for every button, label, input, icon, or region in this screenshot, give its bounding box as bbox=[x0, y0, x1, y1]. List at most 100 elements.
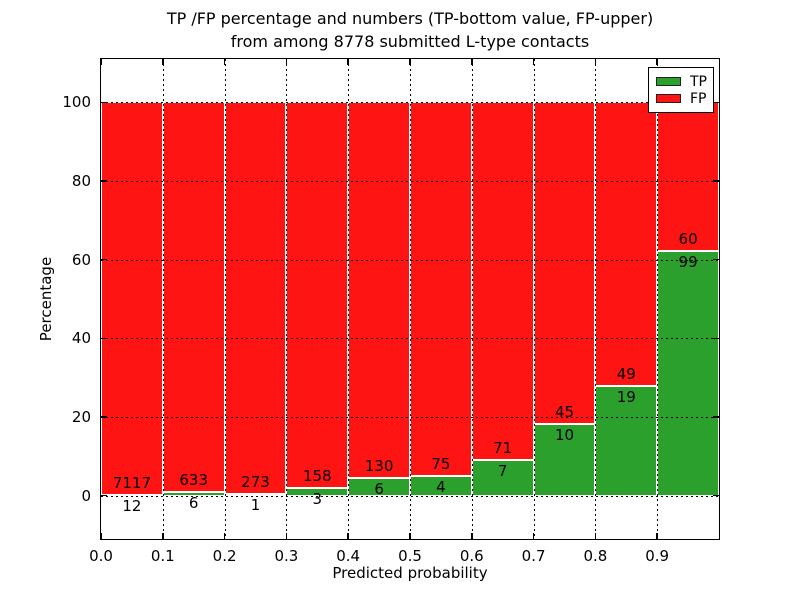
y-tick bbox=[713, 101, 719, 104]
x-tick-label: 0.1 bbox=[150, 547, 175, 565]
fp-bar-segment bbox=[286, 102, 349, 489]
x-tick-label: 0.0 bbox=[89, 547, 113, 565]
y-tick-label: 20 bbox=[71, 408, 91, 427]
tp-bar-segment bbox=[471, 460, 534, 496]
v-gridline bbox=[348, 59, 350, 539]
fp-bar-segment bbox=[471, 102, 534, 461]
tp-count-label: 12 bbox=[122, 497, 142, 516]
x-tick bbox=[101, 533, 102, 539]
y-tick bbox=[713, 416, 719, 418]
fp-count-label: 130 bbox=[364, 457, 394, 476]
tp-count-label: 99 bbox=[678, 252, 698, 271]
x-tick-label: 0.6 bbox=[459, 547, 484, 565]
y-tick bbox=[101, 416, 107, 418]
x-tick bbox=[223, 59, 226, 65]
y-tick bbox=[713, 494, 719, 497]
chart-title-line2: from among 8778 submitted L-type contact… bbox=[230, 32, 590, 51]
y-tick bbox=[101, 180, 107, 182]
fp-bar-segment bbox=[162, 102, 225, 492]
x-tick bbox=[285, 533, 288, 539]
legend-item-tp: TP bbox=[656, 73, 707, 90]
x-tick bbox=[347, 59, 349, 65]
x-tick bbox=[347, 533, 349, 539]
x-tick bbox=[101, 59, 102, 65]
fp-count-label: 633 bbox=[179, 471, 208, 490]
chart-title-line1: TP /FP percentage and numbers (TP-bottom… bbox=[166, 9, 654, 28]
x-tick-label: 0.2 bbox=[212, 547, 237, 565]
x-tick bbox=[285, 59, 288, 65]
y-tick-label: 40 bbox=[71, 329, 91, 348]
x-tick bbox=[532, 533, 535, 539]
legend-label-tp: TP bbox=[690, 73, 707, 90]
tp-color-swatch bbox=[656, 77, 681, 86]
x-tick-label: 0.5 bbox=[398, 547, 422, 565]
y-tick bbox=[101, 494, 107, 497]
y-tick-label: 100 bbox=[62, 93, 91, 112]
x-tick bbox=[594, 533, 597, 539]
legend-item-fp: FP bbox=[656, 90, 707, 107]
v-gridline bbox=[533, 59, 535, 539]
y-tick bbox=[101, 258, 107, 261]
y-tick-label: 60 bbox=[71, 250, 91, 269]
tp-count-label: 10 bbox=[554, 426, 575, 445]
legend-label-fp: FP bbox=[690, 90, 707, 107]
fp-count-label: 273 bbox=[241, 473, 270, 492]
x-tick bbox=[532, 59, 535, 65]
fp-bar-segment bbox=[101, 102, 163, 496]
fp-bar-segment bbox=[410, 102, 472, 476]
fp-count-label: 71 bbox=[493, 439, 513, 458]
fp-bar-segment bbox=[595, 102, 658, 386]
v-gridline bbox=[657, 59, 659, 539]
fp-count-label: 75 bbox=[431, 454, 451, 473]
fp-color-swatch bbox=[656, 94, 681, 103]
tp-count-label: 4 bbox=[436, 477, 446, 496]
y-tick-label: 0 bbox=[81, 486, 91, 505]
tp-count-label: 6 bbox=[188, 494, 199, 513]
tp-count-label: 7 bbox=[497, 462, 508, 481]
x-tick bbox=[409, 59, 411, 65]
tp-count-label: 6 bbox=[374, 480, 384, 499]
v-gridline bbox=[471, 59, 473, 539]
x-tick bbox=[594, 59, 597, 65]
x-tick bbox=[471, 533, 473, 539]
x-tick bbox=[162, 533, 164, 539]
fp-count-label: 7117 bbox=[112, 474, 151, 493]
fp-bar-segment bbox=[224, 102, 287, 495]
y-tick bbox=[713, 180, 719, 182]
x-tick bbox=[656, 533, 658, 539]
fp-count-label: 45 bbox=[554, 403, 575, 422]
x-tick-label: 0.7 bbox=[521, 547, 546, 565]
v-gridline bbox=[224, 59, 226, 539]
x-tick-label: 0.8 bbox=[583, 547, 608, 565]
y-tick bbox=[713, 337, 719, 340]
fp-count-label: 49 bbox=[616, 364, 636, 383]
x-tick bbox=[409, 533, 411, 539]
fp-bar-segment bbox=[533, 102, 596, 425]
x-tick bbox=[471, 59, 473, 65]
chart-title: TP /FP percentage and numbers (TP-bottom… bbox=[110, 7, 710, 53]
y-tick bbox=[101, 337, 107, 340]
v-gridline bbox=[410, 59, 411, 539]
tp-bar-segment bbox=[595, 385, 658, 496]
v-gridline bbox=[162, 59, 164, 539]
y-tick-label: 80 bbox=[71, 171, 91, 190]
y-tick bbox=[713, 258, 719, 261]
plot-area: TP FP 7117 12 633 6 273 1 158 3 130 6 75 4 71 7 45 10 49… bbox=[100, 58, 720, 540]
fp-count-label: 158 bbox=[302, 467, 332, 486]
fp-bar-segment bbox=[348, 102, 410, 479]
x-tick-label: 0.4 bbox=[336, 547, 361, 565]
x-tick-label: 0.3 bbox=[274, 547, 299, 565]
tp-count-label: 1 bbox=[250, 496, 261, 515]
x-tick bbox=[162, 59, 164, 65]
tp-count-label: 19 bbox=[616, 387, 636, 406]
v-gridline bbox=[595, 59, 597, 539]
x-axis-label: Predicted probability bbox=[332, 564, 488, 582]
x-tick bbox=[223, 533, 226, 539]
tp-bar-segment bbox=[657, 250, 719, 496]
x-tick bbox=[656, 59, 658, 65]
y-tick bbox=[101, 101, 107, 104]
v-gridline bbox=[286, 59, 288, 539]
x-tick-label: 0.9 bbox=[645, 547, 670, 565]
fp-count-label: 60 bbox=[678, 229, 698, 248]
